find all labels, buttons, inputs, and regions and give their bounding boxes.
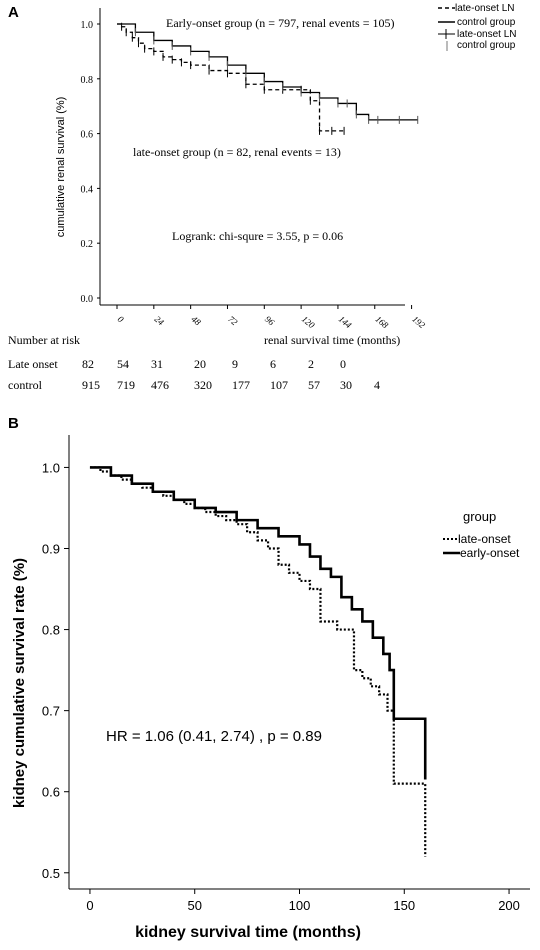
- risk-table-cell: 82: [82, 357, 94, 371]
- panel-b-annotation-hr: HR = 1.06 (0.41, 2.74) , p = 0.89: [106, 728, 322, 745]
- risk-table-cell: 719: [117, 378, 135, 392]
- panel-b-label: B: [8, 415, 19, 432]
- panel-b-early-onset-curve: [89, 466, 427, 780]
- risk-table-title: Number at risk: [8, 333, 80, 347]
- panel-b-x-tick-label: 50: [187, 898, 201, 913]
- panel-b-legend: group late-onset early-onset: [443, 509, 520, 560]
- panel-b-y-ticks: 0.5 0.6 0.7 0.8 0.9 1.0: [42, 460, 69, 881]
- panel-a-y-tick-label: 0.0: [81, 294, 94, 305]
- panel-b-y-tick-label: 0.9: [42, 542, 60, 557]
- risk-table-cell: 54: [117, 357, 129, 371]
- risk-table-cell: 4: [374, 378, 380, 392]
- legend-b-early-label: early-onset: [460, 546, 520, 560]
- panel-b-x-tick-label: 200: [498, 898, 520, 913]
- panel-a-y-tick-label: 1.0: [81, 20, 94, 31]
- panel-a-y-tick-label: 0.4: [81, 184, 94, 195]
- panel-a-y-tick-label: 0.8: [81, 75, 94, 86]
- risk-table: Number at risk Late onset control 82 54 31…: [8, 333, 380, 392]
- risk-table-cell: 2: [308, 357, 314, 371]
- panel-b-series: [89, 466, 427, 857]
- panel-b-y-tick-label: 0.7: [42, 704, 60, 719]
- panel-b-y-tick-label: 1.0: [42, 460, 60, 475]
- risk-table-cell: 6: [270, 357, 276, 371]
- risk-table-cell: 20: [194, 357, 206, 371]
- risk-table-cell: 320: [194, 378, 212, 392]
- panel-a-label: A: [8, 4, 19, 21]
- panel-b-y-axis-title: kidney cumulative survival rate (%): [11, 558, 28, 808]
- panel-b-y-tick-label: 0.6: [42, 785, 60, 800]
- risk-table-cell: 177: [232, 378, 250, 392]
- risk-table-cell: 107: [270, 378, 288, 392]
- panel-a-series: [117, 22, 419, 135]
- risk-table-cell: 30: [340, 378, 352, 392]
- risk-table-cell: 9: [232, 357, 238, 371]
- panel-a-x-tick-label: 168: [373, 314, 390, 331]
- panel-a-x-tick-label: 96: [263, 314, 277, 328]
- risk-table-cell: 0: [340, 357, 346, 371]
- legend-b-late-label: late-onset: [458, 532, 511, 546]
- panel-a-y-axis-title: cumulative renal survival (%): [55, 97, 67, 238]
- legend-a-item-2: control group: [457, 17, 516, 28]
- risk-table-cell: 915: [82, 378, 100, 392]
- panel-a: A cumulative renal survival (%) 0.00.20.…: [8, 3, 516, 392]
- panel-b-x-ticks: 0 50 100 150 200: [86, 889, 520, 913]
- panel-a-x-tick-label: 24: [153, 314, 167, 328]
- panel-a-annotation-logrank: Logrank: chi-squre = 3.55, p = 0.06: [172, 229, 343, 243]
- panel-a-x-tick-label: 72: [226, 314, 240, 328]
- risk-row-label-control: control: [8, 378, 43, 392]
- panel-b-x-tick-label: 0: [86, 898, 93, 913]
- panel-a-x-tick-label: 48: [189, 314, 203, 328]
- legend-a-item-1: late-onset LN: [455, 3, 514, 14]
- risk-table-cell: 31: [151, 357, 163, 371]
- risk-table-cell: 476: [151, 378, 169, 392]
- panel-b-late-onset-curve: [89, 466, 427, 857]
- panel-b-x-axis-title: kidney survival time (months): [135, 924, 361, 941]
- panel-a-x-tick-label: 120: [300, 314, 317, 331]
- panel-a-annotation-late: late-onset group (n = 82, renal events =…: [133, 145, 341, 159]
- panel-a-x-tick-label: 0: [116, 314, 126, 325]
- panel-b-x-tick-label: 150: [393, 898, 415, 913]
- panel-a-x-tick-label: 144: [337, 314, 354, 331]
- panel-b: B kidney cumulative survival rate (%) 0.…: [8, 415, 530, 941]
- risk-table-cell: 57: [308, 378, 320, 392]
- panel-a-late-onset-curve: [117, 23, 345, 132]
- panel-a-x-tick-label: 192: [410, 314, 427, 331]
- legend-a-item-3: late-onset LN: [457, 29, 516, 40]
- legend-a-item-4: control group: [457, 40, 516, 51]
- panel-a-y-ticks: 0.0 0.2 0.4 0.6 0.8 1.0: [81, 20, 100, 305]
- panel-b-y-tick-label: 0.8: [42, 623, 60, 638]
- panel-a-y-tick-label: 0.2: [81, 239, 94, 250]
- panel-a-y-tick-label: 0.6: [81, 130, 94, 141]
- panel-b-x-tick-label: 100: [289, 898, 311, 913]
- panel-a-x-axis-title: renal survival time (months): [264, 333, 400, 347]
- panel-a-legend: late-onset LN control group late-onset L…: [438, 3, 516, 51]
- panel-a-x-ticks: 0 24 48 72 96 120 144 168 192: [116, 305, 427, 331]
- panel-b-y-tick-label: 0.5: [42, 866, 60, 881]
- risk-row-label-late: Late onset: [8, 357, 58, 371]
- panel-a-annotation-early: Early-onset group (n = 797, renal events…: [166, 16, 394, 30]
- panel-a-control-curve: [117, 23, 418, 121]
- legend-b-title: group: [463, 509, 496, 524]
